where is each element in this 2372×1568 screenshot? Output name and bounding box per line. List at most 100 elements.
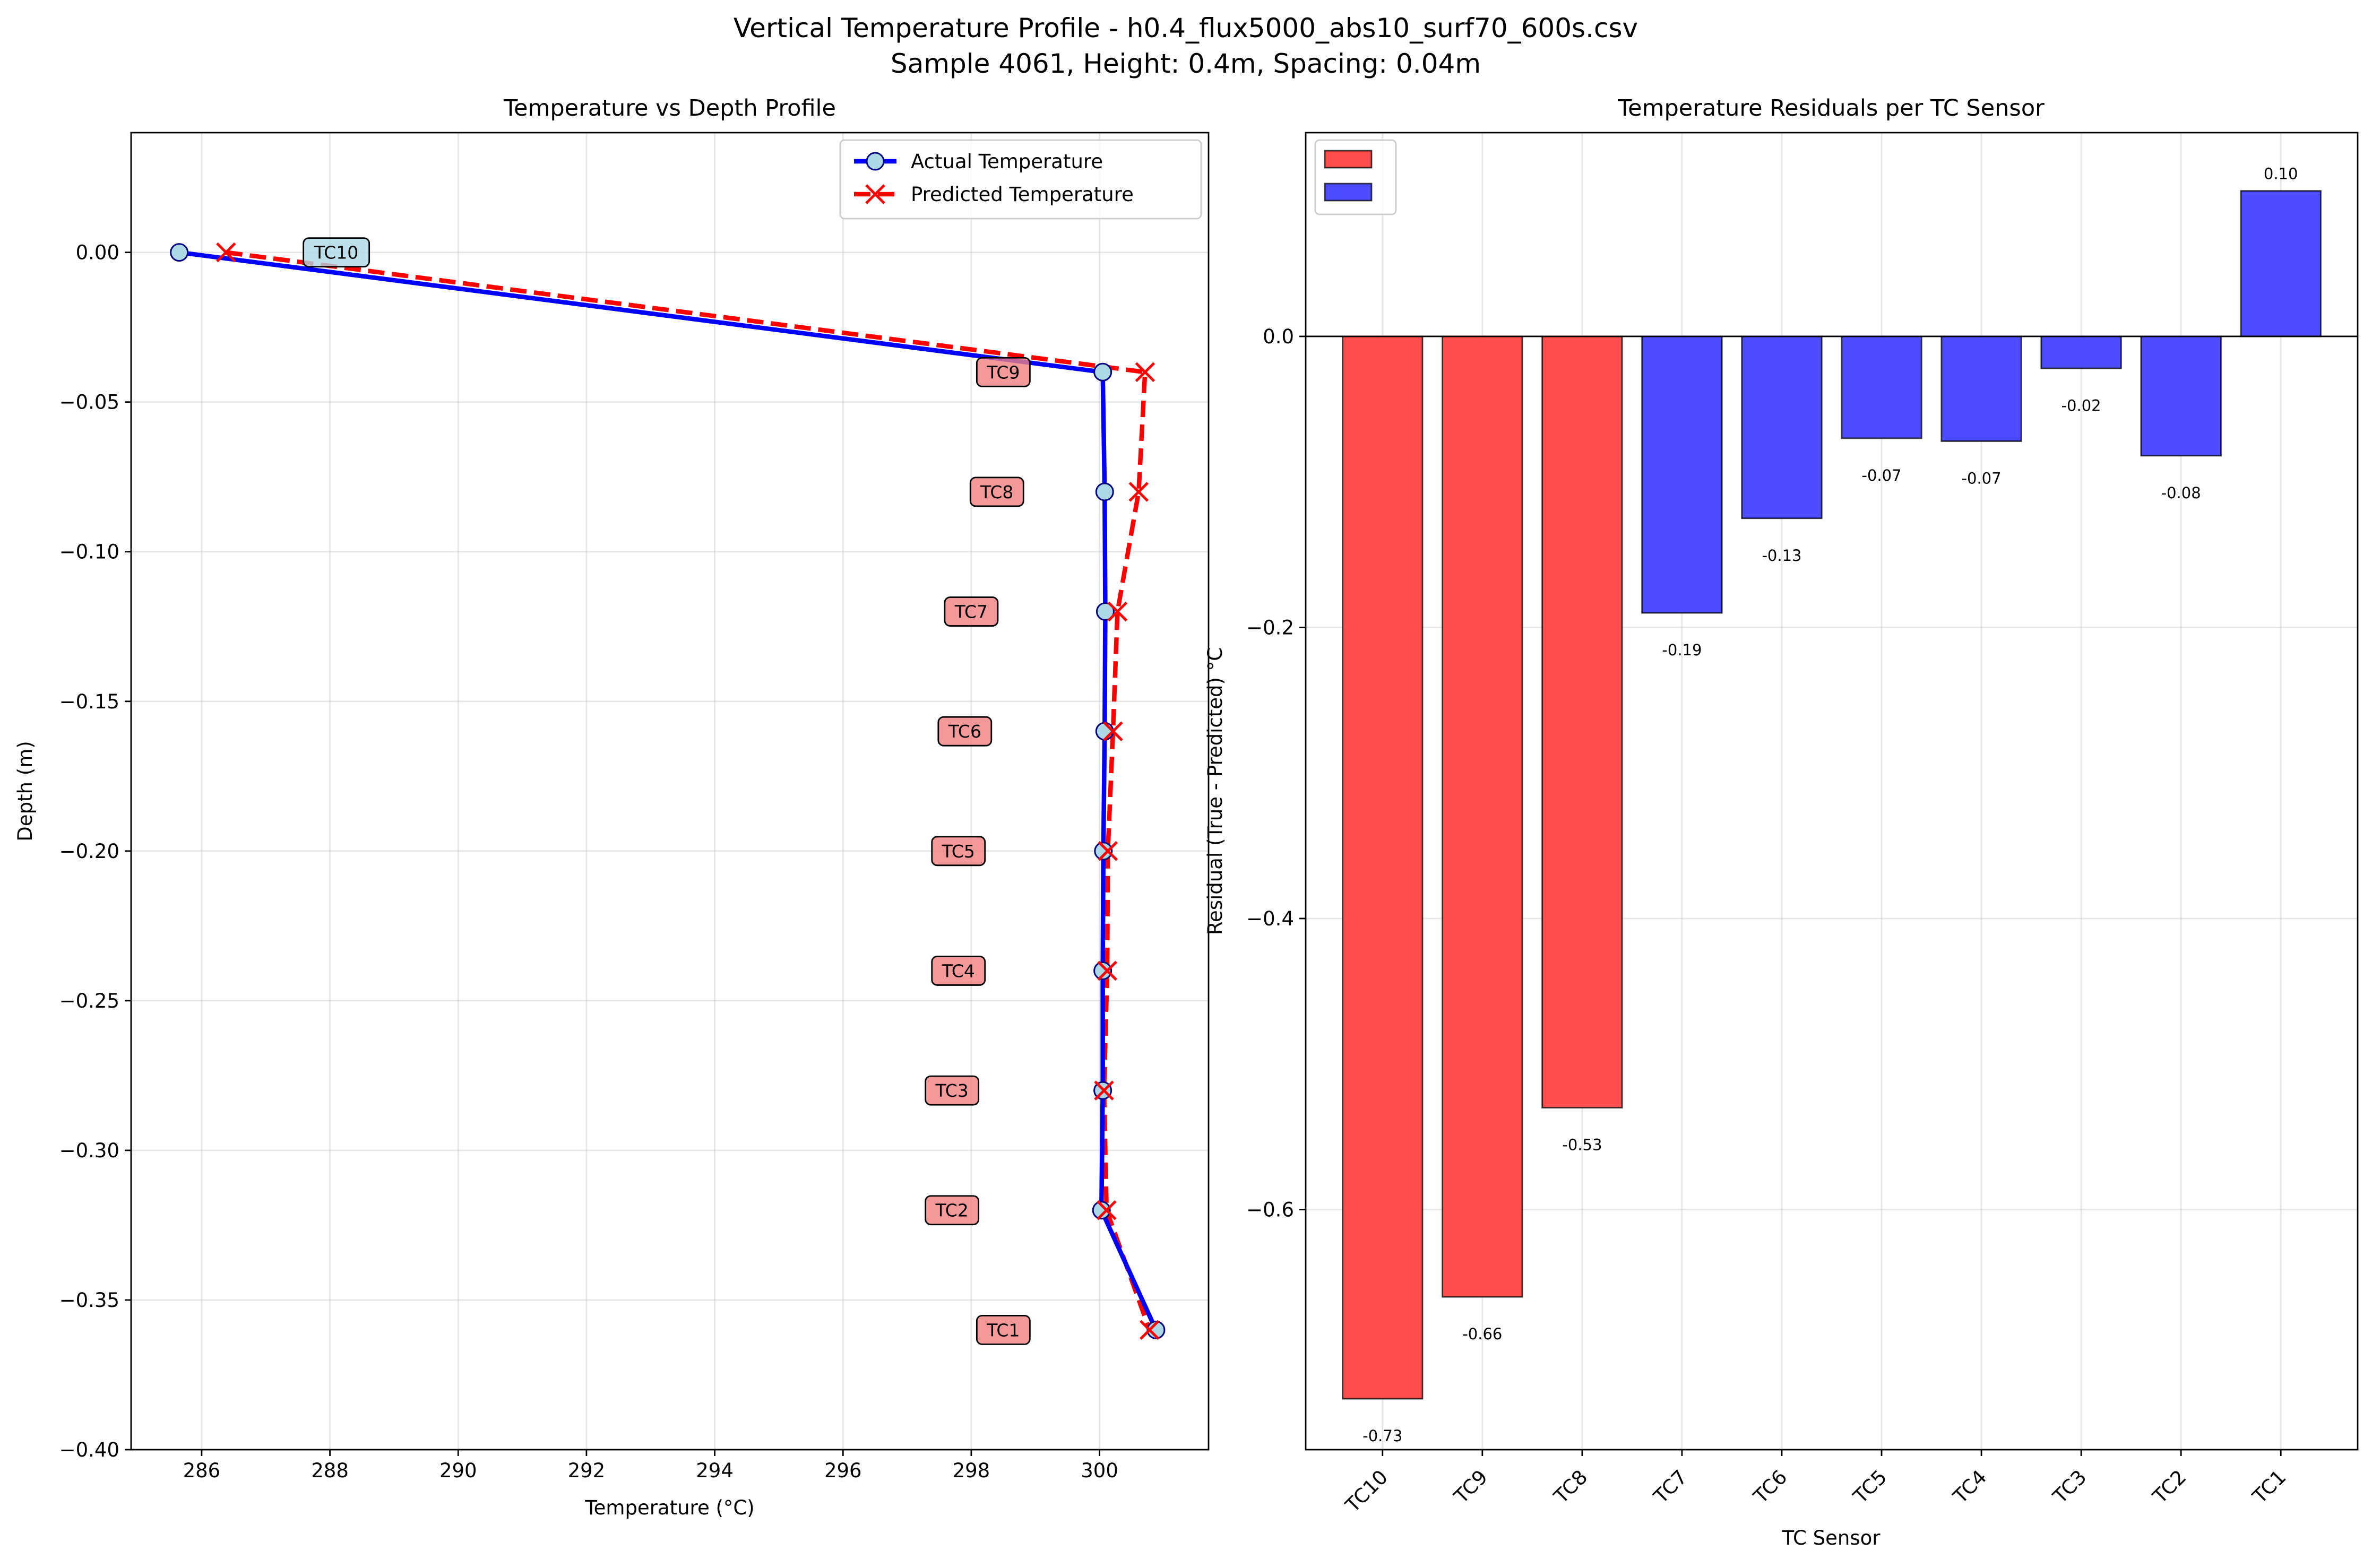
residual-bar: [2240, 190, 2322, 337]
predicted-point-stroke: [1097, 1200, 1117, 1220]
actual-temperature-point: [170, 243, 189, 262]
residual-legend-swatch: [1324, 150, 1373, 169]
predicted-point-stroke: [1098, 841, 1118, 861]
actual-temperature-point: [1093, 362, 1112, 382]
residual-chart-title: Temperature Residuals per TC Sensor: [1617, 95, 2045, 122]
actual-temperature-point: [1096, 602, 1115, 621]
actual-temperature-point: [1095, 722, 1114, 741]
sensor-annotation: TC1: [976, 1314, 1031, 1345]
residual-chart: Temperature Residuals per TC Sensor -0.7…: [1204, 95, 2359, 1549]
residual-value-label: -0.19: [1662, 641, 1702, 659]
residual-bar: [1940, 335, 2022, 442]
predicted-point-stroke: [1140, 1320, 1160, 1340]
sensor-annotation-box: [976, 1314, 1031, 1345]
predicted-point-stroke: [1094, 1080, 1114, 1101]
sensor-annotation-box: [976, 357, 1031, 387]
residual-value-label: -0.73: [1362, 1427, 1402, 1445]
residual-bar: [1342, 335, 1424, 1400]
actual-temperature-point: [1095, 482, 1114, 501]
sensor-annotation-label: TC10: [314, 242, 358, 263]
sensor-annotation: TC9: [976, 357, 1031, 387]
predicted-temperature-line: [226, 250, 1152, 1331]
sensor-annotation-box: [931, 836, 986, 867]
residual-value-label: 0.10: [2264, 165, 2298, 183]
profile-x-tick-label: 292: [568, 1459, 606, 1482]
profile-y-tick-label: −0.05: [59, 391, 119, 414]
profile-chart-ylabel: Depth (m): [14, 741, 37, 841]
sensor-annotation-box: [944, 596, 999, 627]
sensor-annotation: TC2: [925, 1195, 980, 1226]
sensor-annotation-label: TC4: [942, 960, 975, 981]
predicted-temperature-point: [1097, 960, 1117, 981]
sensor-annotation-box: [969, 477, 1024, 507]
residual-bar: [1442, 335, 1523, 1298]
actual-temperature-line: [179, 250, 1158, 1331]
sensor-annotation: TC8: [969, 477, 1024, 507]
residual-y-tick-label: −0.4: [1246, 907, 1294, 930]
sensor-annotation: TC3: [925, 1075, 980, 1106]
profile-x-tick-label: 294: [696, 1459, 734, 1482]
predicted-temperature-point: [1094, 1080, 1114, 1101]
legend-actual-label: Actual Temperature: [911, 150, 1103, 173]
sensor-annotation: TC5: [931, 836, 986, 867]
residual-bar: [1541, 335, 1623, 1108]
residual-legend-swatch: [1324, 183, 1373, 202]
profile-y-tick-label: 0.00: [76, 241, 119, 264]
predicted-temperature-point: [1128, 482, 1149, 502]
residual-y-tick-label: −0.2: [1246, 616, 1294, 639]
profile-x-tick-label: 286: [183, 1459, 221, 1482]
suptitle-line-1: Vertical Temperature Profile - h0.4_flux…: [734, 13, 1638, 44]
profile-chart-title: Temperature vs Depth Profile: [503, 95, 836, 122]
profile-chart-frame: [130, 132, 1210, 1451]
predicted-point-stroke: [1128, 482, 1149, 502]
actual-temperature-point: [1146, 1320, 1166, 1339]
residual-chart-xlabel: TC Sensor: [1782, 1527, 1881, 1549]
sensor-annotation-label: TC3: [935, 1080, 969, 1101]
sensor-annotation-box: [931, 956, 986, 986]
profile-y-tick-label: −0.35: [59, 1289, 119, 1312]
residual-value-label: -0.02: [2062, 396, 2101, 414]
predicted-temperature-point: [216, 242, 236, 263]
predicted-temperature-point: [1107, 601, 1128, 622]
predicted-point-stroke: [1103, 721, 1123, 741]
profile-y-tick-label: −0.25: [59, 990, 119, 1012]
sensor-annotation: TC6: [937, 716, 993, 747]
residual-bar: [2040, 335, 2122, 369]
predicted-point-stroke: [1107, 601, 1128, 622]
residual-y-tick-label: −0.6: [1246, 1198, 1294, 1221]
residual-value-label: -0.53: [1562, 1136, 1602, 1154]
sensor-annotation-label: TC7: [954, 602, 988, 622]
profile-x-tick-label: 290: [439, 1459, 477, 1482]
sensor-annotation-label: TC5: [942, 841, 975, 862]
sensor-annotation: TC7: [944, 596, 999, 627]
sensor-annotation-label: TC9: [986, 362, 1020, 383]
legend-predicted-label: Predicted Temperature: [911, 183, 1134, 206]
sensor-annotation-box: [937, 716, 993, 747]
legend-predicted-marker: [865, 184, 885, 204]
residual-bar: [1741, 335, 1823, 519]
residual-value-label: -0.13: [1762, 547, 1801, 565]
profile-y-tick-label: −0.40: [59, 1439, 119, 1461]
predicted-temperature-point: [1098, 841, 1118, 861]
profile-x-tick-label: 300: [1081, 1459, 1118, 1482]
profile-y-tick-label: −0.15: [59, 690, 119, 713]
sensor-annotation-label: TC8: [980, 482, 1013, 503]
residual-bar: [1841, 335, 1922, 439]
sensor-annotation-label: TC2: [935, 1200, 969, 1221]
profile-chart-legend: Actual Temperature Predicted Temperature: [839, 139, 1202, 220]
residual-value-label: -0.07: [1962, 469, 2002, 487]
sensor-annotation-label: TC6: [948, 721, 981, 742]
residual-chart-frame: [1305, 132, 2359, 1451]
sensor-annotation-box: [303, 237, 370, 268]
suptitle-line-2: Sample 4061, Height: 0.4m, Spacing: 0.04…: [891, 48, 1481, 79]
sensor-annotation-label: TC1: [986, 1320, 1020, 1340]
profile-x-tick-label: 296: [824, 1459, 862, 1482]
residual-bar: [2140, 335, 2222, 457]
residual-bar: [1641, 335, 1723, 614]
profile-x-tick-label: 288: [311, 1459, 349, 1482]
predicted-temperature-point: [1103, 721, 1123, 741]
actual-temperature-point: [1094, 842, 1113, 861]
profile-y-tick-label: −0.10: [59, 541, 119, 564]
